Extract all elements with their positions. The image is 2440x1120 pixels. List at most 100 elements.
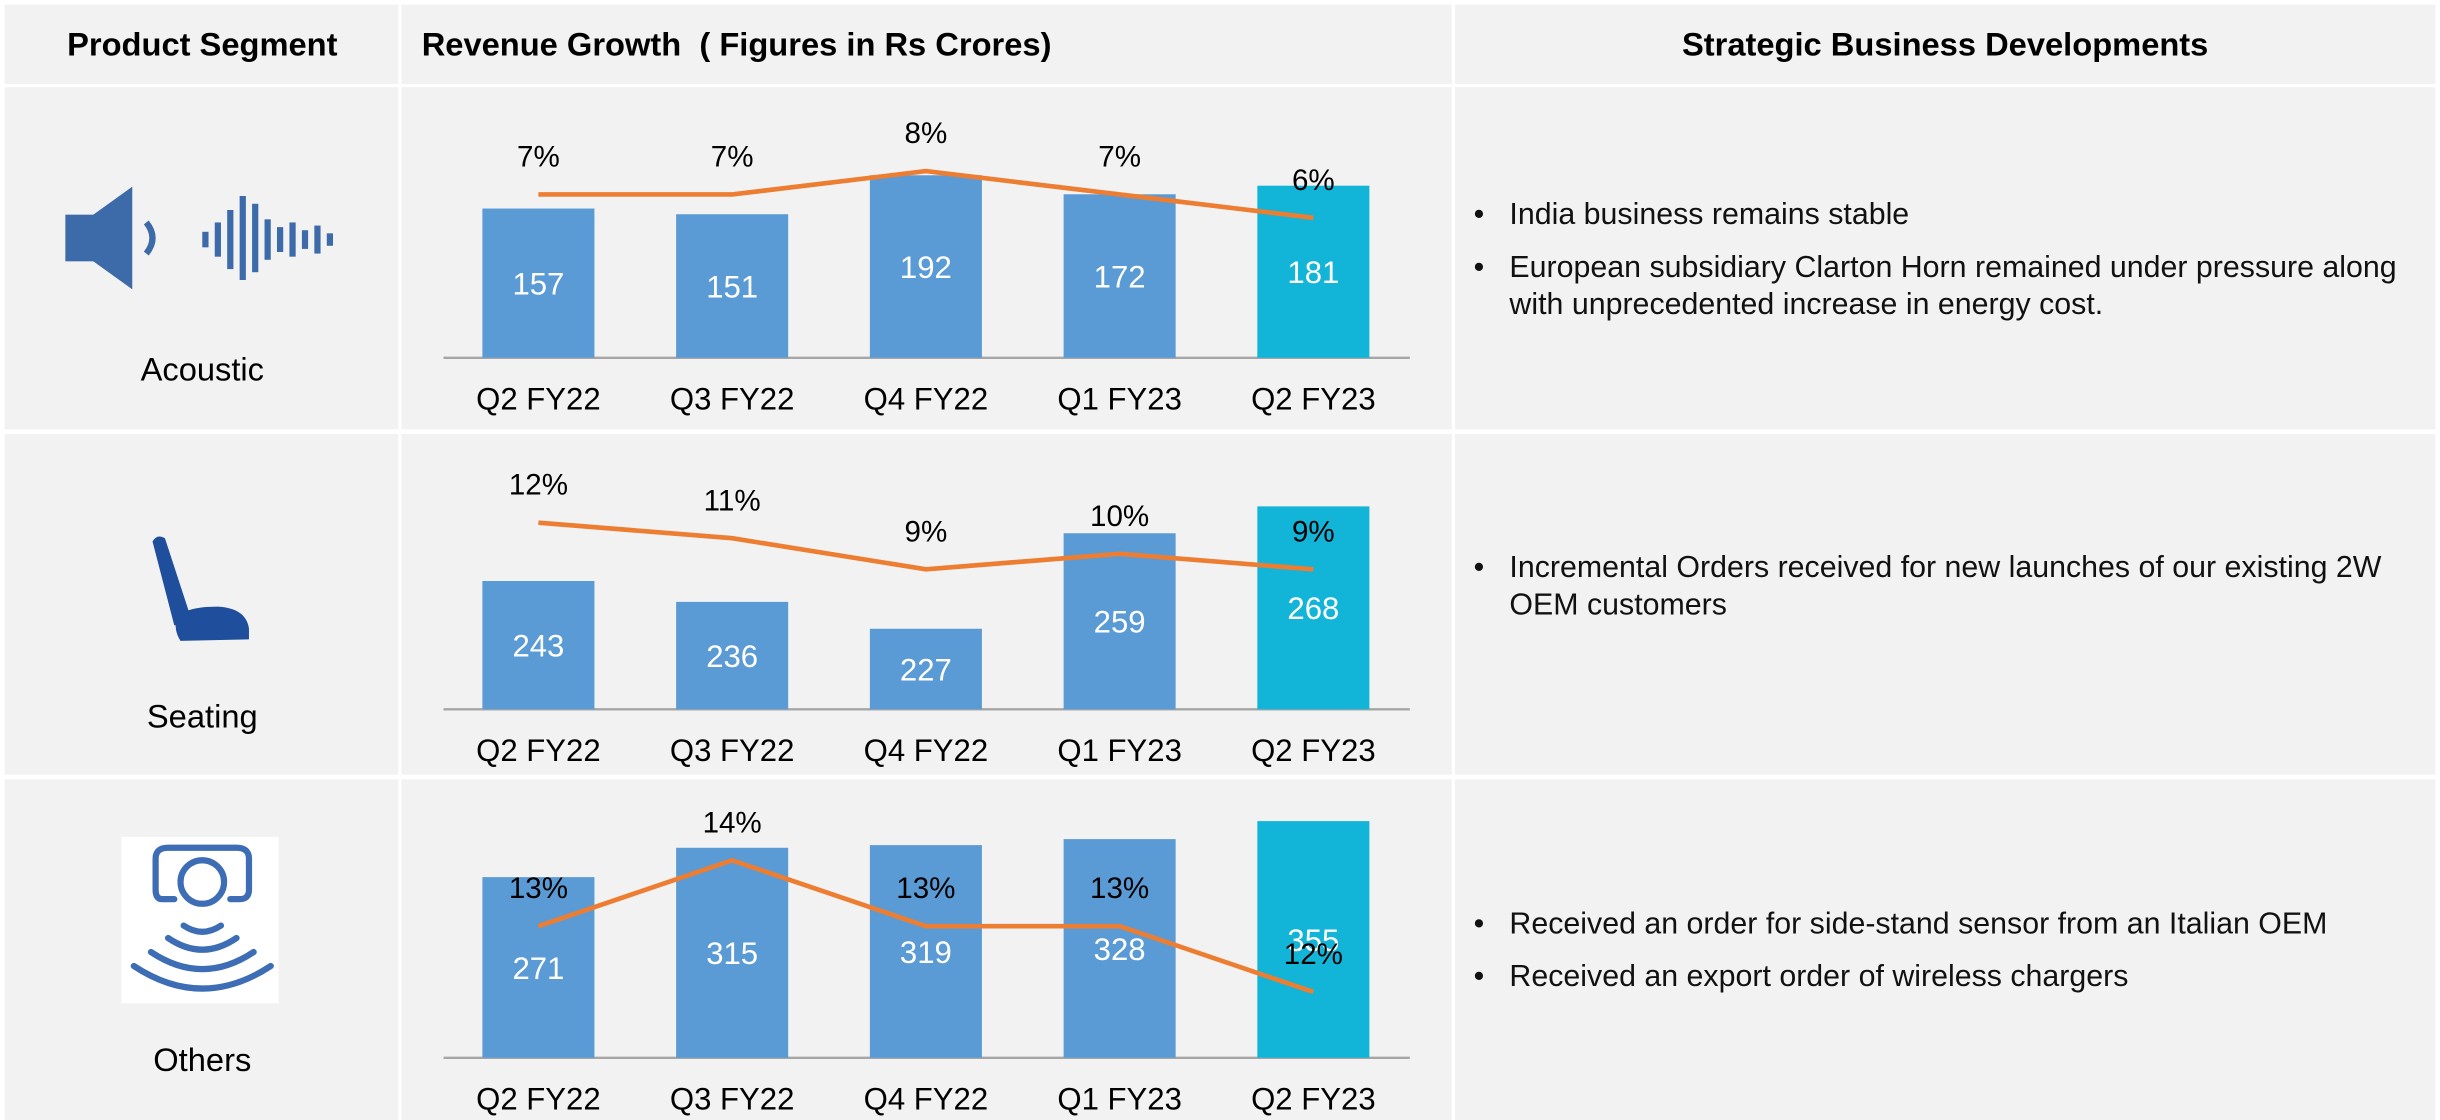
- signal-arc: [130, 962, 274, 992]
- wave-bar: [202, 231, 209, 248]
- bar: [869, 628, 982, 710]
- bullet: India business remains stable: [1471, 196, 2405, 233]
- bar-value-label: 227: [900, 652, 952, 687]
- x-tick-label: Q3 FY22: [670, 1082, 795, 1117]
- bar-value-label: 328: [1094, 932, 1146, 967]
- bullet: Received an export order of wireless cha…: [1471, 958, 2405, 995]
- line: [538, 520, 1314, 572]
- x-tick-label: Q2 FY22: [476, 733, 601, 768]
- bar-value-label: 243: [512, 629, 564, 664]
- bullet: Received an order for side-stand sensor …: [1471, 905, 2405, 942]
- line-value-label: 10%: [1090, 500, 1149, 533]
- bar: [482, 877, 595, 1058]
- wave-bar: [252, 203, 259, 273]
- bar: [1257, 506, 1370, 710]
- cell: [4, 4, 399, 85]
- seat-cushion: [175, 606, 249, 641]
- others-icon: [121, 836, 279, 1004]
- bar-value-label: 181: [1287, 255, 1339, 290]
- header-developments: Strategic Business Developments: [1682, 25, 2208, 62]
- x-tick-label: Q1 FY23: [1057, 1082, 1182, 1117]
- x-tick-label: Q4 FY22: [864, 382, 989, 417]
- bar-value-label: 355: [1287, 923, 1339, 958]
- sound-arc: [143, 220, 156, 256]
- bar: [676, 601, 789, 710]
- speaker-body: [65, 214, 97, 262]
- segment-name: Seating: [147, 697, 258, 734]
- cell: [401, 4, 1452, 85]
- line-value-label: 7%: [711, 140, 754, 173]
- x-tick-label: Q3 FY22: [670, 733, 795, 768]
- bar-value-label: 259: [1094, 605, 1146, 640]
- wave-bar: [301, 230, 309, 249]
- x-tick-label: Q4 FY22: [864, 1082, 989, 1117]
- bar-value-label: 268: [1287, 591, 1339, 626]
- wave-bar: [326, 233, 334, 246]
- seat-back: [152, 536, 190, 626]
- line-value-label: 7%: [517, 140, 560, 173]
- line-value-label: 11%: [704, 484, 761, 517]
- line-value-label: 6%: [1292, 164, 1335, 197]
- bar: [482, 208, 595, 358]
- segment-name: Acoustic: [141, 350, 264, 387]
- line-value-label: 7%: [1098, 140, 1141, 173]
- segment-name: Others: [153, 1041, 251, 1078]
- x-tick-label: Q3 FY22: [670, 382, 795, 417]
- bar: [1063, 839, 1176, 1058]
- line-value-label: 14%: [703, 806, 762, 839]
- x-tick-label: Q2 FY22: [476, 1082, 601, 1117]
- bar-value-label: 236: [706, 639, 758, 674]
- wave-bar: [227, 210, 234, 270]
- bullet-list: Received an order for side-stand sensor …: [1471, 905, 2405, 1011]
- sensor-eye: [177, 857, 228, 907]
- bullet: Incremental Orders received for new laun…: [1471, 549, 2405, 624]
- bullet-list: Incremental Orders received for new laun…: [1471, 549, 2405, 639]
- bar-value-label: 157: [512, 266, 564, 301]
- wave-bar: [276, 227, 284, 253]
- x-tick-label: Q2 FY23: [1251, 1082, 1376, 1117]
- x-tick-label: Q2 FY23: [1251, 733, 1376, 768]
- x-tick-label: Q2 FY23: [1251, 382, 1376, 417]
- x-tick-label: Q1 FY23: [1057, 382, 1182, 417]
- x-tick-label: Q4 FY22: [864, 733, 989, 768]
- bar-value-label: 271: [512, 951, 564, 986]
- x-tick-label: Q2 FY22: [476, 382, 601, 417]
- bullet: European subsidiary Clarton Horn remaine…: [1471, 249, 2405, 324]
- bar-value-label: 151: [706, 269, 758, 304]
- line-value-label: 13%: [896, 872, 955, 905]
- bar: [1257, 821, 1370, 1058]
- line-value-label: 13%: [509, 872, 568, 905]
- wave-bar: [289, 222, 296, 257]
- line-value-label: 13%: [1090, 872, 1149, 905]
- line: [538, 168, 1314, 221]
- wave-bar: [214, 222, 221, 257]
- wave-bar: [264, 219, 271, 260]
- bar: [1063, 194, 1176, 358]
- bar-value-label: 172: [1094, 259, 1146, 294]
- bar: [869, 845, 982, 1058]
- signal-arc: [164, 934, 240, 953]
- cell: [1454, 779, 2436, 1120]
- line-value-label: 9%: [905, 515, 948, 548]
- bar: [676, 214, 789, 358]
- bullet-list: India business remains stable European s…: [1471, 196, 2405, 339]
- signal-arc: [147, 948, 257, 973]
- speaker-cone: [93, 186, 133, 290]
- cell: [1454, 4, 2436, 85]
- header-segment: Product Segment: [67, 25, 338, 62]
- bar-value-label: 319: [900, 935, 952, 970]
- signal-arc: [180, 922, 225, 935]
- line-value-label: 12%: [1284, 938, 1343, 971]
- bar-value-label: 192: [900, 250, 952, 285]
- bar: [869, 175, 982, 358]
- acoustic-icon: [65, 186, 334, 290]
- x-tick-label: Q1 FY23: [1057, 733, 1182, 768]
- seating-icon: [152, 536, 249, 641]
- line: [537, 857, 1315, 995]
- bar-value-label: 315: [706, 936, 758, 971]
- header-revenue: Revenue Growth ( Figures in Rs Crores): [422, 25, 1052, 62]
- bar: [676, 847, 789, 1058]
- line-value-label: 12%: [509, 469, 568, 502]
